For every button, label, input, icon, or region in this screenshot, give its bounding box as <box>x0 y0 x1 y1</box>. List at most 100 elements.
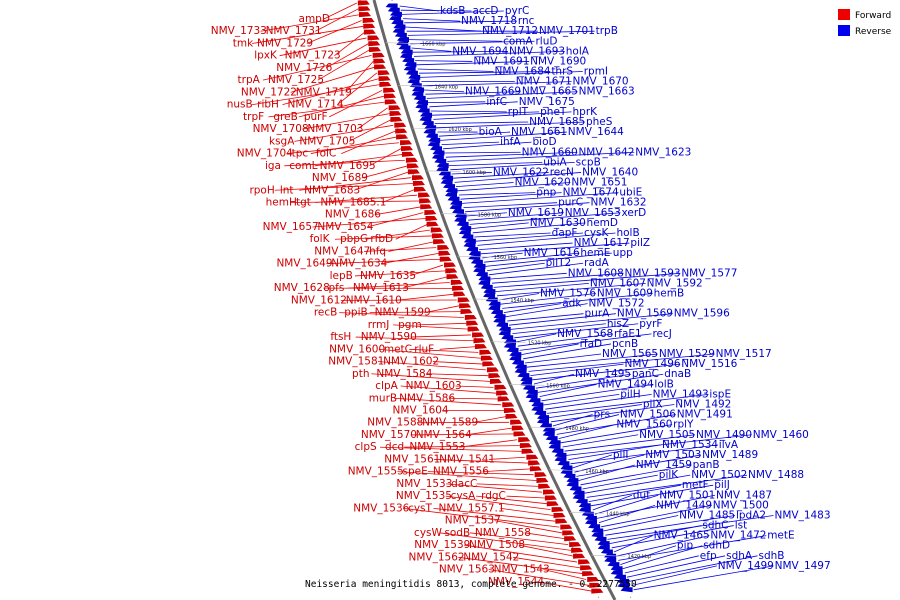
reverse-feature[interactable] <box>440 179 453 185</box>
reverse-gene-label[interactable]: xerD <box>621 207 646 219</box>
reverse-gene-label[interactable]: NMV_1492 <box>675 398 731 410</box>
reverse-gene-label[interactable]: ubiA <box>543 156 567 168</box>
forward-gene-label[interactable]: NMV_1649 <box>276 258 332 270</box>
reverse-feature[interactable] <box>545 436 558 442</box>
forward-feature[interactable] <box>503 408 516 414</box>
reverse-feature[interactable] <box>525 394 538 400</box>
reverse-gene-label[interactable]: pilZ <box>630 237 650 249</box>
reverse-feature[interactable] <box>413 95 426 101</box>
forward-gene-label[interactable]: NMV_1729 <box>257 37 313 49</box>
forward-feature[interactable] <box>450 280 463 286</box>
reverse-gene-label[interactable]: NMV_1472 <box>710 530 766 542</box>
forward-feature[interactable] <box>560 524 573 530</box>
forward-feature[interactable] <box>419 198 432 204</box>
reverse-gene-label[interactable]: rfaE1 <box>614 328 642 340</box>
forward-feature[interactable] <box>591 588 604 594</box>
reverse-gene-label[interactable]: dapF <box>552 227 578 239</box>
reverse-gene-label[interactable]: NMV_1684 <box>495 66 551 78</box>
reverse-feature[interactable] <box>597 545 610 551</box>
forward-gene-label[interactable]: NMV_1563 <box>439 564 495 576</box>
reverse-feature[interactable] <box>517 373 530 379</box>
reverse-gene-label[interactable]: metE <box>767 530 794 542</box>
reverse-feature[interactable] <box>389 16 402 22</box>
reverse-feature[interactable] <box>493 314 506 320</box>
forward-feature[interactable] <box>437 245 450 251</box>
reverse-feature[interactable] <box>459 226 472 232</box>
forward-feature[interactable] <box>480 355 493 361</box>
reverse-feature[interactable] <box>419 116 432 122</box>
forward-feature[interactable] <box>373 58 386 64</box>
forward-gene-label[interactable]: NMV_1604 <box>393 404 449 416</box>
forward-gene-label[interactable]: ppiB <box>344 307 367 319</box>
reverse-feature[interactable] <box>398 45 411 51</box>
reverse-feature[interactable] <box>542 427 555 433</box>
forward-feature[interactable] <box>497 396 510 402</box>
reverse-feature[interactable] <box>456 221 469 227</box>
forward-feature[interactable] <box>400 140 413 146</box>
reverse-feature[interactable] <box>575 499 588 505</box>
reverse-feature[interactable] <box>531 402 544 408</box>
reverse-gene-label[interactable]: NMV_1460 <box>753 429 809 441</box>
forward-feature[interactable] <box>587 577 600 583</box>
forward-gene-label[interactable]: NMV_1613 <box>353 282 409 294</box>
reverse-feature[interactable] <box>415 104 428 110</box>
reverse-gene-label[interactable]: NMV_1651 <box>571 177 627 189</box>
forward-feature[interactable] <box>479 349 492 355</box>
reverse-gene-label[interactable]: NMV_1712 <box>482 25 538 37</box>
forward-feature[interactable] <box>466 320 479 326</box>
forward-gene-label[interactable]: NMV_1695 <box>320 160 376 172</box>
forward-gene-label[interactable]: ribH <box>257 99 279 111</box>
forward-gene-label[interactable]: NMV_1719 <box>296 86 352 98</box>
reverse-feature[interactable] <box>496 322 509 328</box>
reverse-gene-label[interactable]: NMV_1493 <box>653 388 709 400</box>
forward-feature[interactable] <box>384 99 397 105</box>
forward-gene-label[interactable]: NMV_1541 <box>439 453 495 465</box>
reverse-gene-label[interactable]: efp <box>700 550 717 562</box>
forward-feature[interactable] <box>489 379 502 385</box>
forward-gene-label[interactable]: NMV_1612 <box>291 294 347 306</box>
reverse-feature[interactable] <box>480 284 493 290</box>
forward-gene-label[interactable]: NMV_1725 <box>268 74 324 86</box>
reverse-feature[interactable] <box>463 242 476 248</box>
reverse-feature[interactable] <box>572 494 585 500</box>
reverse-gene-label[interactable]: accD <box>472 5 498 17</box>
forward-gene-label[interactable]: NMV_1589 <box>422 417 478 429</box>
reverse-feature[interactable] <box>475 272 488 278</box>
reverse-feature[interactable] <box>468 251 481 257</box>
forward-gene-label[interactable]: tpc <box>292 148 309 160</box>
reverse-gene-label[interactable]: NMV_1494 <box>598 378 654 390</box>
reverse-gene-label[interactable]: NMV_1644 <box>568 126 624 138</box>
reverse-feature[interactable] <box>420 112 433 118</box>
reverse-feature[interactable] <box>506 347 519 353</box>
forward-gene-label[interactable]: comL <box>289 160 317 172</box>
reverse-feature[interactable] <box>534 410 547 416</box>
forward-feature[interactable] <box>379 82 392 88</box>
reverse-feature[interactable] <box>520 377 533 383</box>
forward-gene-label[interactable]: lepB <box>330 270 353 282</box>
reverse-feature[interactable] <box>554 457 567 463</box>
reverse-gene-label[interactable]: bioA <box>479 126 503 138</box>
reverse-feature[interactable] <box>434 158 447 164</box>
forward-gene-label[interactable]: greB <box>273 111 297 123</box>
reverse-feature[interactable] <box>572 490 585 496</box>
forward-feature[interactable] <box>389 111 402 117</box>
reverse-gene-label[interactable]: NMV_1640 <box>582 166 638 178</box>
forward-gene-label[interactable]: ampD <box>299 13 330 25</box>
forward-gene-label[interactable]: NMV_1536 <box>353 502 409 514</box>
forward-gene-label[interactable]: NMV_1603 <box>406 380 462 392</box>
reverse-gene-label[interactable]: holA <box>566 45 590 57</box>
reverse-gene-label[interactable]: NMV_1596 <box>674 308 730 320</box>
forward-gene-label[interactable]: NMV_1533 <box>396 478 452 490</box>
forward-gene-label[interactable]: dcd <box>385 441 404 453</box>
forward-gene-label[interactable]: NMV_1590 <box>361 331 417 343</box>
forward-feature[interactable] <box>544 495 557 501</box>
reverse-gene-label[interactable]: infC <box>486 96 507 108</box>
reverse-feature[interactable] <box>620 587 633 593</box>
reverse-feature[interactable] <box>617 583 630 589</box>
reverse-feature[interactable] <box>610 566 623 572</box>
reverse-gene-label[interactable]: pilJ <box>714 479 730 491</box>
forward-feature[interactable] <box>368 47 381 53</box>
reverse-feature[interactable] <box>436 163 449 169</box>
reverse-feature[interactable] <box>463 238 476 244</box>
forward-feature[interactable] <box>464 314 477 320</box>
